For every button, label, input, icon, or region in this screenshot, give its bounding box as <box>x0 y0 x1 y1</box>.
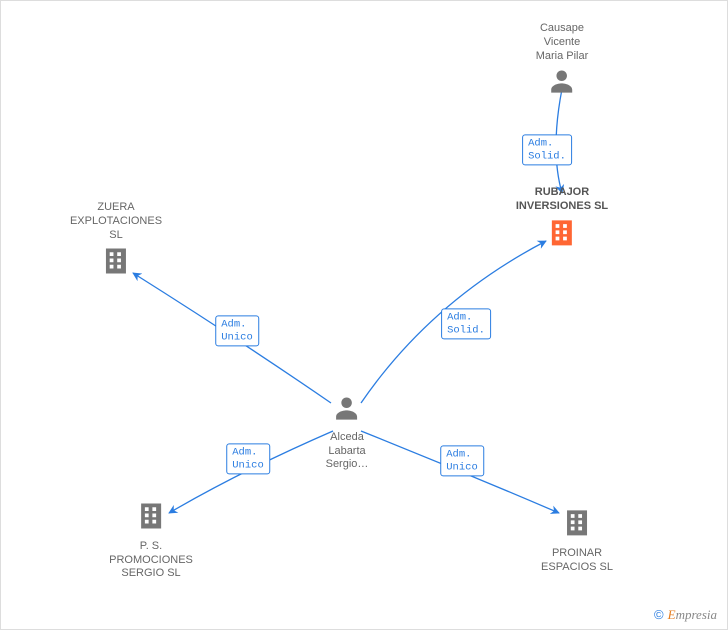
watermark: © Empresia <box>654 607 717 623</box>
vinculaciones-diagram: Causape Vicente Maria Pilar RUBAJOR INVE… <box>1 1 727 629</box>
node-label: Causape Vicente Maria Pilar <box>536 22 589 63</box>
watermark-letter: E <box>668 607 676 622</box>
edge-label-adm-solid: Adm. Solid. <box>522 134 572 165</box>
watermark-text: mpresia <box>676 607 717 622</box>
edge-label-adm-unico: Adm. Unico <box>226 443 270 474</box>
node-label: ZUERA EXPLOTACIONES SL <box>70 201 162 242</box>
node-company-proinar[interactable]: PROINAR ESPACIOS SL <box>541 508 613 574</box>
building-icon <box>101 246 131 281</box>
node-person-causape[interactable]: Causape Vicente Maria Pilar <box>536 22 589 100</box>
node-label: PROINAR ESPACIOS SL <box>541 547 613 575</box>
building-icon <box>562 508 592 543</box>
edge-label-adm-solid: Adm. Solid. <box>441 308 491 339</box>
node-label: P. S. PROMOCIONES SERGIO SL <box>109 540 193 581</box>
building-icon <box>136 501 166 536</box>
edge-label-adm-unico: Adm. Unico <box>440 445 484 476</box>
node-company-promociones[interactable]: P. S. PROMOCIONES SERGIO SL <box>109 501 193 581</box>
node-label: Alceda Labarta Sergio… <box>326 431 369 472</box>
copyright-icon: © <box>654 607 664 622</box>
edge-label-adm-unico: Adm. Unico <box>215 315 259 346</box>
person-icon <box>548 67 576 100</box>
node-company-rubajor[interactable]: RUBAJOR INVERSIONES SL <box>516 186 608 252</box>
node-person-alceda[interactable]: Alceda Labarta Sergio… <box>326 394 369 472</box>
node-label: RUBAJOR INVERSIONES SL <box>516 186 608 214</box>
person-icon <box>333 394 361 427</box>
building-icon <box>547 217 577 252</box>
node-company-zuera[interactable]: ZUERA EXPLOTACIONES SL <box>70 201 162 281</box>
